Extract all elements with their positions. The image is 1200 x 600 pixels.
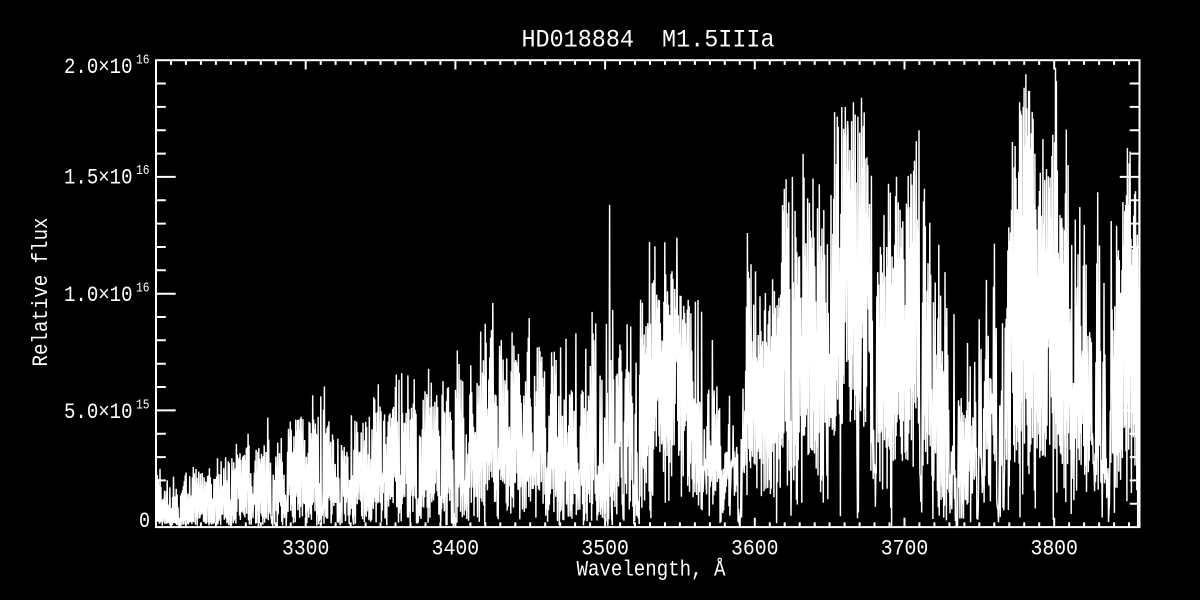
- svg-text:16: 16: [136, 53, 150, 69]
- svg-text:1.0×10: 1.0×10: [64, 283, 133, 308]
- svg-text:16: 16: [136, 163, 150, 179]
- svg-text:Relative flux: Relative flux: [29, 218, 54, 367]
- svg-text:1.5×10: 1.5×10: [64, 166, 133, 191]
- svg-text:3400: 3400: [432, 537, 480, 562]
- svg-text:3500: 3500: [581, 537, 629, 562]
- svg-text:16: 16: [136, 281, 150, 297]
- svg-text:0: 0: [139, 509, 150, 534]
- svg-text:15: 15: [136, 398, 150, 414]
- svg-text:3600: 3600: [731, 537, 779, 562]
- svg-text:3300: 3300: [282, 537, 330, 562]
- svg-text:HD018884 M1.5IIIa: HD018884 M1.5IIIa: [522, 26, 775, 55]
- svg-text:5.0×10: 5.0×10: [64, 400, 133, 425]
- svg-text:2.0×10: 2.0×10: [64, 55, 133, 80]
- svg-text:Wavelength, Å: Wavelength, Å: [577, 557, 727, 583]
- svg-text:3800: 3800: [1030, 537, 1078, 562]
- svg-text:3700: 3700: [881, 537, 929, 562]
